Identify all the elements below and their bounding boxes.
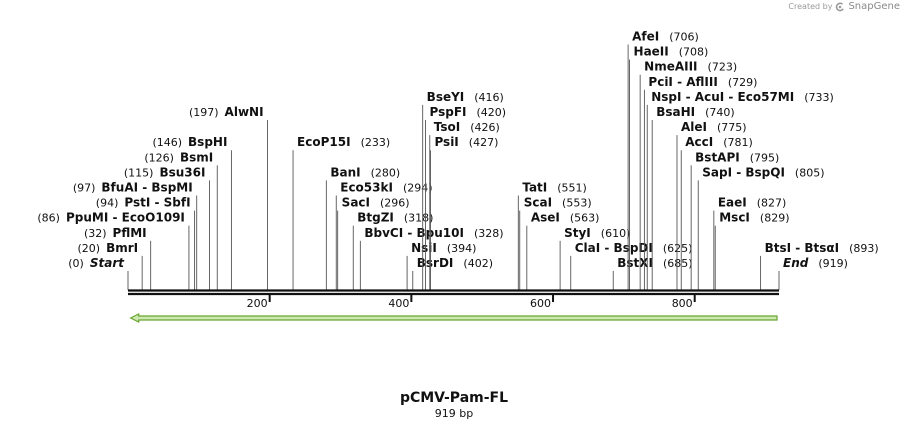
site-saci[interactable]: SacI (296) [337,196,410,290]
site-bsahi[interactable]: BsaHI (740) [651,105,735,290]
site-label: MscI (829) [719,211,789,225]
site-label: SapI - BspQI (805) [702,165,824,179]
site-bani[interactable]: BanI (280) [325,165,400,290]
site-label: Eco53kI (294) [340,181,432,195]
site-label: (94) PstI - SbfI [96,196,191,210]
ruler-tick-label: 800 [672,297,693,310]
feature-layer [129,313,778,323]
site-bsphi[interactable]: (146) BspHI [152,135,232,290]
site-label: PspFI (420) [430,105,507,119]
site-label: NsiI (394) [411,241,476,255]
credit-text: Created by [788,2,833,11]
site-bfuai-bspmi[interactable]: (97) BfuAI - BspMI [73,181,198,291]
site-nspi-acui-eco57mi[interactable]: NspI - AcuI - Eco57MI (733) [646,90,834,290]
site-tati[interactable]: TatI (551) [517,181,587,291]
site-eaei[interactable]: EaeI (827) [713,196,787,290]
ruler-tick-label: 600 [530,297,551,310]
ruler-tick-label: 400 [388,297,409,310]
site-label: BsaHI (740) [656,105,735,119]
site-label: AseI (563) [531,211,600,225]
site-label: (20) BmrI [78,241,139,255]
site-pflmi[interactable]: (32) PflMI [84,226,152,290]
site-label: HaeII (708) [634,45,709,59]
site-btgzi[interactable]: BtgZI (318) [352,211,433,290]
site-label: ScaI (553) [524,196,592,210]
site-label: (115) Bsu36I [124,165,206,179]
site-alwni[interactable]: (197) AlwNI [189,105,269,290]
site-pcii-afliii[interactable]: PciI - AflIII (729) [643,75,757,290]
site-end[interactable]: End (919) [778,256,848,290]
site-label: SacI (296) [342,196,410,210]
site-haeii[interactable]: HaeII (708) [629,45,709,290]
site-label: (126) BsmI [144,150,213,164]
site-tsoi[interactable]: TsoI (426) [429,120,500,290]
credit-brand: SnapGene [848,1,900,12]
site-label: End (919) [783,256,848,270]
ruler-ticks: 200 400 600 800 [247,294,696,310]
site-styi[interactable]: StyI (610) [559,226,630,290]
site-bmri[interactable]: (20) BmrI [78,241,143,290]
site-label: (146) BspHI [152,135,227,149]
site-layer: (0) Start(20) BmrI(32) PflMI(86) PpuMI - Eco… [37,30,879,291]
site-sapi-bspqi[interactable]: SapI - BspQI (805) [697,165,825,290]
site-label: AleI (775) [681,120,747,134]
site-label: PciI - AflIII (729) [648,75,757,89]
site-nmeaiii[interactable]: NmeAIII (723) [639,60,737,290]
site-label: BtsI - BtsαI (893) [765,241,879,255]
site-label: (197) AlwNI [189,105,264,119]
site-bseyi[interactable]: BseYI (416) [422,90,504,290]
site-psti-sbfi[interactable]: (94) PstI - SbfI [96,196,196,290]
feature-arrow[interactable] [129,313,778,323]
site-label: BbvCI - Bpu10I (328) [364,226,503,240]
plasmid-size: 919 bp [434,407,474,420]
site-label: BstAPI (795) [695,150,779,164]
site-label: (32) PflMI [84,226,147,240]
site-ecop15i[interactable]: EcoP15I (233) [292,135,390,290]
site-psii[interactable]: PsiI (427) [430,135,498,290]
site-alei[interactable]: AleI (775) [676,120,747,290]
site-bstapi[interactable]: BstAPI (795) [690,150,779,290]
site-clai-bspdi[interactable]: ClaI - BspDI (625) [570,241,693,290]
sequence-backbone [128,289,779,296]
site-label: AfeI (706) [632,30,699,44]
site-btsi-btsαi[interactable]: BtsI - BtsαI (893) [760,241,879,290]
site-label: BsrDI (402) [417,256,493,270]
site-label: BseYI (416) [427,90,504,104]
site-scai[interactable]: ScaI (553) [519,196,592,290]
restriction-map: (0) Start(20) BmrI(32) PflMI(86) PpuMI - Eco… [37,30,879,323]
snapgene-credit: Created by SnapGene [788,1,900,12]
site-label: TsoI (426) [434,120,500,134]
site-label: EcoP15I (233) [297,135,390,149]
site-label: TatI (551) [522,181,587,195]
site-bstxi[interactable]: BstXI (685) [612,256,693,290]
site-label: BtgZI (318) [357,211,433,225]
ruler-tick-label: 200 [247,297,268,310]
plasmid-name: pCMV-Pam-FL [399,390,509,406]
site-label: PsiI (427) [434,135,498,149]
site-start[interactable]: (0) Start [68,256,129,290]
site-label: StyI (610) [564,226,630,240]
site-label: (97) BfuAI - BspMI [73,181,193,195]
site-label: NmeAIII (723) [644,60,737,74]
site-asei[interactable]: AseI (563) [526,211,600,290]
site-label: BanI (280) [330,165,400,179]
site-bbvci-bpu10i[interactable]: BbvCI - Bpu10I (328) [359,226,504,290]
site-label: NspI - AcuI - Eco57MI (733) [651,90,834,104]
site-bsmi[interactable]: (126) BsmI [144,150,218,290]
site-label: (86) PpuMI - EcoO109I [37,211,185,225]
site-acci[interactable]: AccI (781) [680,135,753,290]
site-afei[interactable]: AfeI (706) [627,30,699,291]
site-label: EaeI (827) [718,196,787,210]
site-label: AccI (781) [685,135,753,149]
snapgene-logo-icon [836,2,845,11]
site-pspfi[interactable]: PspFI (420) [425,105,507,290]
site-msci[interactable]: MscI (829) [714,211,790,290]
site-bsrdi[interactable]: BsrDI (402) [412,256,493,290]
site-label: (0) Start [68,256,125,270]
site-bsu36i[interactable]: (115) Bsu36I [124,165,210,290]
site-label: ClaI - BspDI (625) [575,241,693,255]
site-ppumi-ecoo109i[interactable]: (86) PpuMI - EcoO109I [37,211,190,290]
